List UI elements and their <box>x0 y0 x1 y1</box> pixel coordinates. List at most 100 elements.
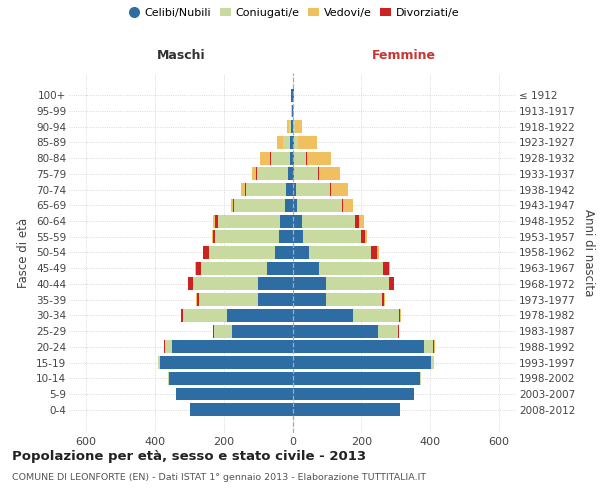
Y-axis label: Fasce di età: Fasce di età <box>17 218 31 288</box>
Bar <box>293 230 303 243</box>
Bar <box>215 214 218 228</box>
Bar <box>359 214 364 228</box>
Bar <box>293 136 298 149</box>
Bar <box>190 403 293 416</box>
Bar <box>377 246 379 259</box>
Bar <box>293 246 308 259</box>
Bar <box>287 120 289 133</box>
Bar <box>306 152 307 164</box>
Bar <box>193 278 258 290</box>
Bar <box>319 168 340 180</box>
Bar <box>232 324 293 338</box>
Bar <box>331 183 348 196</box>
Bar <box>215 230 280 243</box>
Bar <box>293 324 378 338</box>
Bar <box>230 199 233 212</box>
Bar <box>293 214 302 228</box>
Bar <box>365 230 367 243</box>
Text: COMUNE DI LEONFORTE (EN) - Dati ISTAT 1° gennaio 2013 - Elaborazione TUTTITALIA.: COMUNE DI LEONFORTE (EN) - Dati ISTAT 1°… <box>12 472 426 482</box>
Bar <box>293 372 421 384</box>
Bar <box>251 168 256 180</box>
Bar <box>295 120 302 133</box>
Bar <box>188 278 193 290</box>
Bar <box>293 199 298 212</box>
Bar <box>293 278 326 290</box>
Bar <box>293 356 431 369</box>
Bar <box>371 246 377 259</box>
Bar <box>292 120 293 133</box>
Bar <box>318 168 319 180</box>
Bar <box>246 183 286 196</box>
Bar <box>399 309 400 322</box>
Bar <box>280 214 293 228</box>
Bar <box>234 199 285 212</box>
Bar <box>290 136 293 149</box>
Bar <box>280 230 293 243</box>
Bar <box>275 246 293 259</box>
Bar <box>378 324 398 338</box>
Bar <box>203 246 209 259</box>
Bar <box>293 168 294 180</box>
Y-axis label: Anni di nascita: Anni di nascita <box>582 209 595 296</box>
Bar <box>169 372 293 384</box>
Bar <box>293 340 424 353</box>
Bar <box>196 262 200 274</box>
Bar <box>294 168 318 180</box>
Bar <box>330 183 331 196</box>
Bar <box>298 199 342 212</box>
Bar <box>319 262 383 274</box>
Bar <box>326 278 389 290</box>
Bar <box>290 152 293 164</box>
Text: Popolazione per età, sesso e stato civile - 2013: Popolazione per età, sesso e stato civil… <box>12 450 366 463</box>
Bar <box>277 136 283 149</box>
Bar <box>293 120 295 133</box>
Bar <box>168 372 169 384</box>
Bar <box>195 262 196 274</box>
Text: Maschi: Maschi <box>157 48 205 62</box>
Bar <box>293 183 296 196</box>
Bar <box>271 152 290 164</box>
Bar <box>382 293 384 306</box>
Bar <box>293 104 294 118</box>
Bar <box>296 183 330 196</box>
Bar <box>213 324 214 338</box>
Bar <box>361 230 365 243</box>
Bar <box>172 340 293 353</box>
Bar <box>270 152 271 164</box>
Bar <box>218 214 280 228</box>
Bar <box>181 309 183 322</box>
Bar <box>293 309 353 322</box>
Bar <box>342 199 343 212</box>
Bar <box>227 309 293 322</box>
Bar <box>308 246 371 259</box>
Bar <box>164 340 172 353</box>
Bar <box>267 262 293 274</box>
Bar <box>293 293 326 306</box>
Bar <box>258 293 293 306</box>
Bar <box>213 230 215 243</box>
Bar <box>285 199 293 212</box>
Bar <box>287 168 293 180</box>
Bar <box>433 340 434 353</box>
Bar <box>213 214 215 228</box>
Bar <box>424 340 433 353</box>
Bar <box>291 104 292 118</box>
Bar <box>183 309 227 322</box>
Bar <box>257 168 287 180</box>
Bar <box>384 293 385 306</box>
Bar <box>214 324 232 338</box>
Bar <box>307 152 331 164</box>
Bar <box>398 324 399 338</box>
Bar <box>241 183 245 196</box>
Bar <box>353 309 399 322</box>
Bar <box>326 293 382 306</box>
Bar <box>260 152 270 164</box>
Bar <box>303 230 361 243</box>
Bar <box>233 199 234 212</box>
Bar <box>212 230 213 243</box>
Bar <box>294 152 306 164</box>
Bar <box>258 278 293 290</box>
Bar <box>292 89 293 102</box>
Bar <box>343 199 353 212</box>
Bar <box>293 262 319 274</box>
